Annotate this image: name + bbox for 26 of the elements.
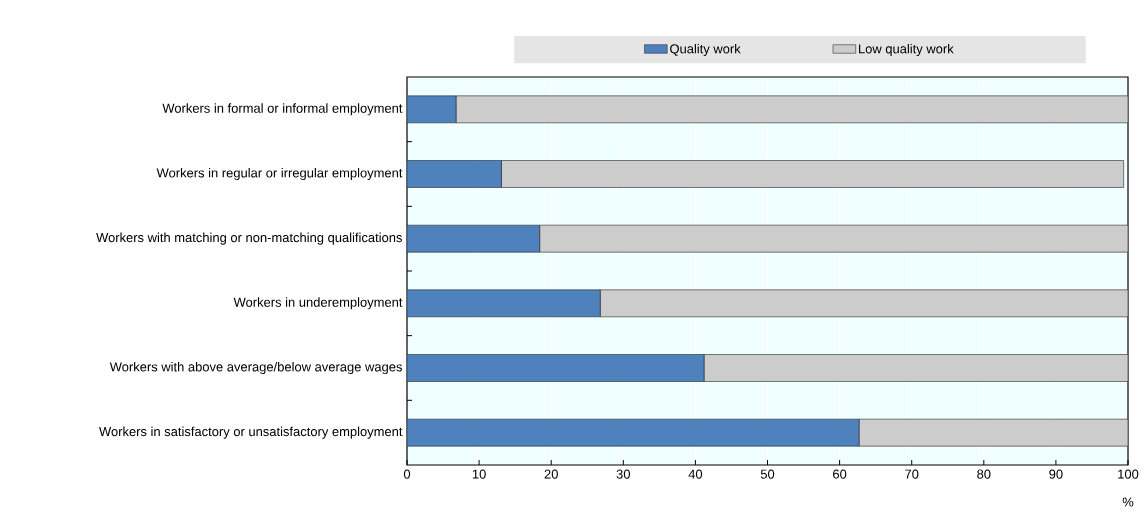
x-tick-label: 60 [833, 469, 847, 479]
legend-label: Quality work [670, 43, 741, 56]
bar [501, 160, 1124, 188]
y-tick-label: Workers in regular or irregular employment [156, 167, 403, 181]
bar [858, 418, 1129, 447]
x-tick-label: 40 [688, 469, 703, 479]
x-tick-label: 50 [760, 469, 775, 479]
x-tick-label: 90 [1049, 469, 1063, 479]
bar [455, 95, 1129, 124]
legend-label: Low quality work [859, 43, 954, 56]
x-tick-label: 0 [403, 469, 411, 479]
x-tick-label: 10 [472, 469, 486, 479]
x-tick-label: 30 [616, 469, 631, 479]
y-tick-label: Workers in underemployment [233, 297, 403, 310]
x-tick-label: 80 [977, 469, 991, 479]
bar [599, 289, 1129, 318]
y-tick-label: Workers in satisfactory or unsatisfactory employment [99, 426, 403, 439]
y-tick-label: Workers with above average/below average wages [109, 361, 402, 375]
x-axis-title: % [1122, 497, 1134, 507]
x-tick-label: 20 [544, 469, 558, 479]
bar [703, 354, 1129, 382]
x-tick-label: 70 [905, 469, 919, 479]
bar [539, 224, 1129, 253]
y-tick-label: Workers in formal or informal employment [162, 103, 403, 116]
x-tick-label: 100 [1118, 469, 1139, 479]
y-tick-label: Workers with matching or non-matching qualifications [96, 232, 402, 245]
